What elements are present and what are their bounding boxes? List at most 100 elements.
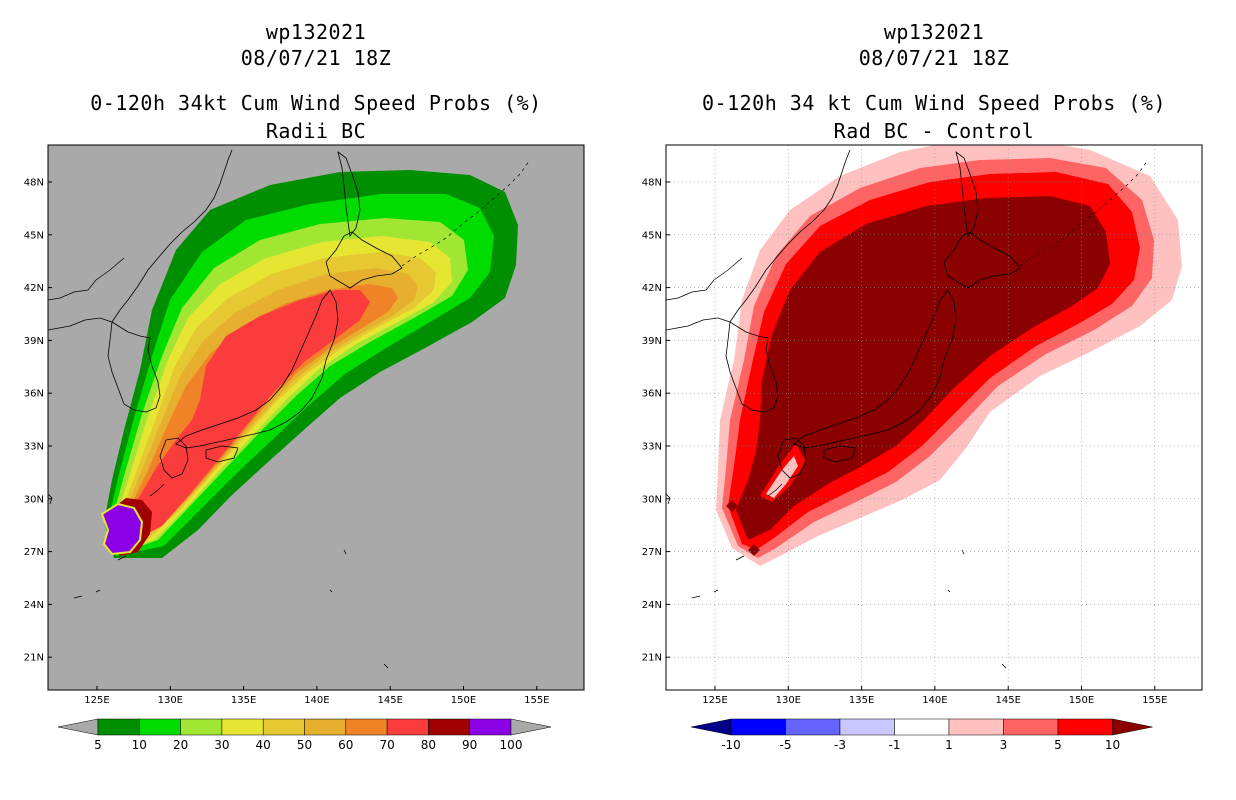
contour-70: [128, 290, 370, 544]
colorbar-label: 20: [173, 738, 188, 752]
lon-label: 125E: [84, 695, 109, 706]
lon-label: 135E: [849, 695, 874, 706]
lon-label: 140E: [922, 695, 947, 706]
right-storm-id: wp132021: [883, 20, 985, 44]
colorbar-cell: [948, 718, 1004, 736]
diff-3-notch: [766, 456, 798, 498]
right-map-frame: [665, 144, 1203, 691]
colorbar-label: 1: [945, 738, 953, 752]
lon-label: 130E: [158, 695, 183, 706]
colorbar-label: 80: [421, 738, 436, 752]
right-subtitle: Rad BC - Control: [833, 119, 1035, 143]
right-axis-labels: 125E 130E 135E 140E 145E 150E 155E 48N 45N 42N 39N…: [642, 178, 1168, 707]
colorbar-cell: [428, 718, 470, 736]
colorbar-label: 3: [1000, 738, 1008, 752]
colorbar-cell: [839, 718, 895, 736]
right-gridlines: [666, 145, 1202, 690]
lat-label: 30N: [24, 494, 44, 505]
colorbar-label: -1: [889, 738, 901, 752]
left-axis-labels: 125E 130E 135E 140E 145E 150E 155E 48N 45N 42N 39N…: [24, 178, 550, 707]
right-map: 125E 130E 135E 140E 145E 150E 155E 48N 45N 42N 39N…: [642, 144, 1203, 707]
right-colorbar: -10 -5 -3 -1 1 3 5 10: [690, 718, 1153, 752]
lat-label: 36N: [24, 389, 44, 400]
lat-label: 30N: [642, 494, 662, 505]
lat-label: 48N: [642, 178, 662, 189]
left-map: 125E 130E 135E 140E 145E 150E 155E 48N 45N 42N 39N…: [24, 144, 585, 707]
diff-10: [736, 196, 1110, 540]
left-title: 0-120h 34kt Cum Wind Speed Probs (%): [90, 91, 542, 115]
lat-label: 33N: [24, 442, 44, 453]
colorbar-label: 60: [338, 738, 353, 752]
colorbar-cell: [894, 718, 950, 736]
right-title: 0-120h 34 kt Cum Wind Speed Probs (%): [701, 91, 1167, 115]
diff-10-tip: [726, 500, 738, 512]
lon-label: 125E: [702, 695, 727, 706]
contour-90: [100, 502, 144, 556]
left-probability-field: [48, 149, 531, 669]
left-subtitle: Radii BC: [265, 119, 367, 143]
colorbar-label: 5: [1054, 738, 1062, 752]
colorbar-cell: [730, 718, 786, 736]
colorbar-cell: [139, 718, 181, 736]
lon-label: 155E: [1142, 695, 1167, 706]
lat-label: 21N: [642, 653, 662, 664]
lat-label: 21N: [24, 653, 44, 664]
diff-10-tip-2: [748, 544, 760, 556]
lat-label: 48N: [24, 178, 44, 189]
colorbar-label: 10: [132, 738, 147, 752]
colorbar-label: 30: [214, 738, 229, 752]
colorbar-cell: [386, 718, 429, 736]
colorbar-label: -10: [721, 738, 741, 752]
right-date: 08/07/21 18Z: [858, 46, 1010, 70]
colorbar-cell: [1057, 718, 1113, 736]
colorbar-label: 5: [94, 738, 102, 752]
colorbar-cell: [345, 718, 388, 736]
left-colorbar: 5 10 20 30 40 50 60 70 80 90 100: [57, 718, 552, 752]
colorbar-label: 40: [256, 738, 271, 752]
colorbar-cell: [469, 718, 512, 736]
colorbar-label: 10: [1105, 738, 1120, 752]
colorbar-high-arrow: [1112, 718, 1153, 736]
colorbar-label: 100: [500, 738, 523, 752]
lon-label: 140E: [304, 695, 329, 706]
left-map-frame: [47, 144, 585, 691]
colorbar-label: -3: [834, 738, 846, 752]
colorbar-label: 70: [379, 738, 394, 752]
lat-label: 24N: [24, 600, 44, 611]
lon-label: 155E: [524, 695, 549, 706]
lat-label: 27N: [24, 547, 44, 558]
lat-label: 24N: [642, 600, 662, 611]
lon-label: 135E: [231, 695, 256, 706]
left-date: 08/07/21 18Z: [240, 46, 392, 70]
colorbar-cell: [1003, 718, 1059, 736]
lon-label: 145E: [995, 695, 1020, 706]
lat-label: 33N: [642, 442, 662, 453]
left-storm-id: wp132021: [265, 20, 367, 44]
colorbar-cell: [304, 718, 347, 736]
lat-label: 39N: [24, 336, 44, 347]
lon-label: 145E: [377, 695, 402, 706]
colorbar-cell: [262, 718, 305, 736]
lat-label: 45N: [642, 230, 662, 241]
lat-label: 42N: [24, 283, 44, 294]
colorbar-low-arrow: [690, 718, 732, 736]
right-difference-field: [666, 145, 1202, 690]
colorbar-cell: [180, 718, 223, 736]
colorbar-label: 90: [462, 738, 477, 752]
lon-label: 150E: [1069, 695, 1094, 706]
lat-label: 45N: [24, 230, 44, 241]
lon-label: 130E: [776, 695, 801, 706]
colorbar-cell: [97, 718, 140, 736]
lat-label: 42N: [642, 283, 662, 294]
colorbar-label: 50: [297, 738, 312, 752]
lon-label: 150E: [451, 695, 476, 706]
lat-label: 39N: [642, 336, 662, 347]
lat-label: 36N: [642, 389, 662, 400]
lat-label: 27N: [642, 547, 662, 558]
colorbar-label: -5: [780, 738, 792, 752]
colorbar-cell: [785, 718, 841, 736]
colorbar-cell: [221, 718, 264, 736]
colorbar-high-arrow: [510, 718, 552, 736]
colorbar-low-arrow: [57, 718, 99, 736]
